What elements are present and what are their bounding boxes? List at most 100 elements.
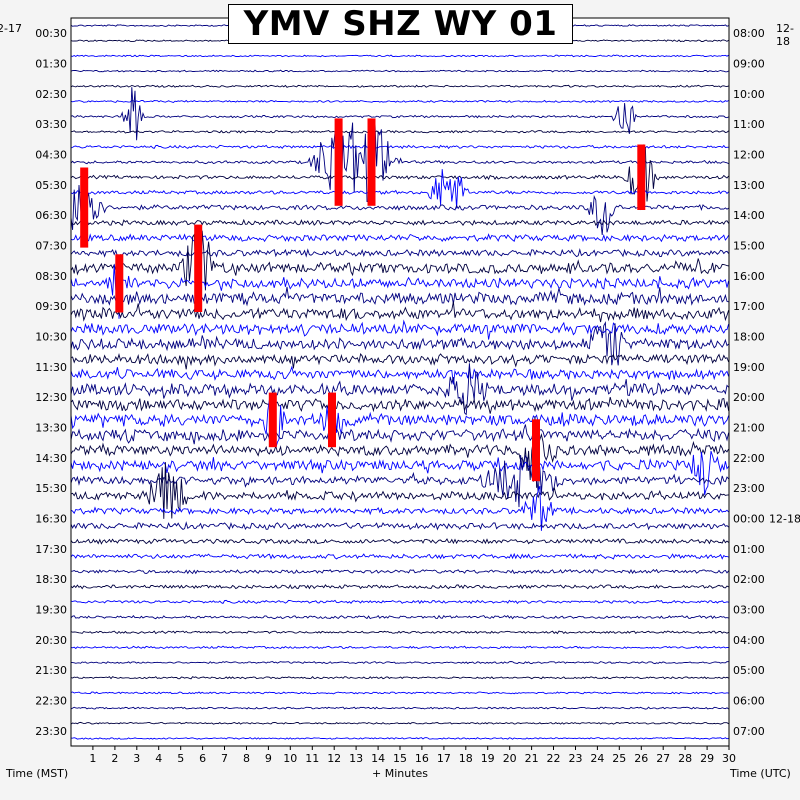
x-tick-label: 30 [722, 752, 736, 765]
left-time-label: 03:30 [35, 118, 67, 131]
left-time-label: 09:30 [35, 300, 67, 313]
trace-line [70, 321, 729, 366]
x-tick-label: 29 [700, 752, 714, 765]
trace-line [70, 144, 729, 202]
trace-line [70, 416, 729, 488]
trace-line [70, 676, 729, 680]
trace-line [70, 84, 729, 88]
left-time-label: 18:30 [35, 573, 67, 586]
trace-line [70, 301, 730, 323]
x-tick-label: 2 [111, 752, 118, 765]
left-time-label: 15:30 [35, 482, 67, 495]
x-tick-label: 8 [243, 752, 250, 765]
trace-line [70, 259, 730, 319]
trace-line [70, 247, 729, 258]
left-time-label: 05:30 [35, 179, 67, 192]
left-time-label: 00:30 [35, 27, 67, 40]
clipped-signal-marker [115, 254, 124, 313]
trace-line [71, 568, 729, 575]
right-time-label: 00:00 [733, 513, 765, 526]
x-tick-label: 28 [678, 752, 692, 765]
left-time-labels: 00:30 01:30 02:30 03:30 04:30 05:30 06:30 07:30… [35, 27, 67, 738]
trace-line [70, 486, 729, 531]
trace-line [70, 352, 730, 370]
trace-line [70, 462, 729, 519]
trace-line [70, 169, 729, 209]
right-time-label: 16:00 [733, 270, 765, 283]
right-time-label: 08:00 [733, 27, 765, 40]
left-time-label: 04:30 [35, 149, 67, 162]
clipped-signal-marker [194, 224, 203, 312]
trace-line [70, 706, 729, 710]
trace-line [70, 365, 730, 385]
trace-line [70, 319, 730, 340]
clipped-signal-marker [268, 392, 277, 448]
right-time-label: 13:00 [733, 179, 765, 192]
trace-line [70, 614, 729, 620]
right-time-label: 01:00 [733, 543, 765, 556]
x-tick-label: 12 [327, 752, 341, 765]
trace-line [70, 129, 729, 134]
clipped-signal-marker [532, 419, 540, 482]
right-time-label: 05:00 [733, 664, 765, 677]
x-tick-label: 1 [89, 752, 96, 765]
left-time-label: 16:30 [35, 513, 67, 526]
clipped-signal-markers [80, 118, 646, 482]
trace-line [70, 54, 729, 58]
trace-line [70, 599, 729, 605]
seismic-traces [70, 24, 730, 740]
trace-line [70, 538, 729, 545]
x-tick-label: 14 [371, 752, 385, 765]
right-time-label: 11:00 [733, 118, 765, 131]
trace-line [70, 424, 730, 445]
left-time-label: 12:30 [35, 391, 67, 404]
station-title-box: YMV SHZ WY 01 [228, 4, 573, 44]
x-tick-label: 19 [481, 752, 495, 765]
left-time-label: 17:30 [35, 543, 67, 556]
trace-line [70, 87, 729, 141]
x-tick-label: 23 [569, 752, 583, 765]
trace-line [70, 233, 729, 243]
x-tick-label: 20 [503, 752, 517, 765]
trace-line [70, 584, 729, 590]
trace-line [70, 521, 729, 531]
trace-line [70, 661, 729, 665]
station-title: YMV SHZ WY 01 [243, 4, 558, 44]
left-time-label: 13:30 [35, 422, 67, 435]
trace-line [70, 645, 729, 650]
x-tick-label: 7 [221, 752, 228, 765]
x-axis-label: + Minutes [372, 767, 429, 780]
trace-line [70, 122, 729, 202]
x-tick-label: 16 [415, 752, 429, 765]
right-time-label: 18:00 [733, 331, 765, 344]
left-time-label: 07:30 [35, 240, 67, 253]
right-time-label: 22:00 [733, 452, 765, 465]
right-time-label: 17:00 [733, 300, 765, 313]
trace-line [70, 230, 729, 304]
x-tick-label: 26 [634, 752, 648, 765]
left-time-label: 20:30 [35, 634, 67, 647]
trace-line [70, 396, 730, 449]
left-time-label: 23:30 [35, 725, 67, 738]
x-tick-label: 24 [590, 752, 604, 765]
x-tick-label: 13 [349, 752, 363, 765]
clipped-signal-marker [367, 118, 376, 206]
x-tick-label: 18 [459, 752, 473, 765]
left-time-label: 11:30 [35, 361, 67, 374]
x-tick-label: 4 [155, 752, 162, 765]
trace-line [70, 184, 729, 236]
right-time-label: 21:00 [733, 422, 765, 435]
x-tick-label: 11 [305, 752, 319, 765]
right-time-label: 07:00 [733, 725, 765, 738]
trace-line [70, 396, 730, 414]
trace-line [70, 691, 729, 695]
right-time-label: 15:00 [733, 240, 765, 253]
trace-line [70, 363, 729, 416]
left-axis-label: Time (MST) [6, 767, 69, 780]
x-axis-ticks: 1 2 3 4 5 6 7 8 9 10 11 12 13 14 15 16 17 18 19 20 21 22 23 24 2… [89, 746, 736, 765]
left-time-label: 10:30 [35, 331, 67, 344]
left-date-label: 12-17 [0, 22, 22, 35]
clipped-signal-marker [334, 118, 343, 206]
